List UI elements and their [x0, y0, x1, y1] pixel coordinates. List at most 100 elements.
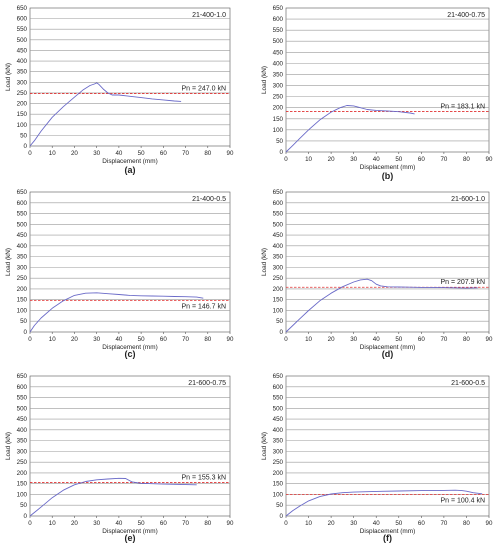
pn-label: Pn = 146.7 kN — [181, 303, 226, 310]
x-tick-label: 80 — [463, 156, 470, 163]
y-tick-label: 100 — [17, 491, 28, 498]
x-tick-label: 40 — [115, 336, 122, 343]
y-tick-label: 400 — [17, 243, 28, 250]
y-tick-label: 250 — [17, 459, 28, 466]
x-axis-title: Displacement (mm) — [360, 344, 415, 351]
y-tick-label: 500 — [17, 405, 28, 412]
y-tick-label: 150 — [17, 481, 28, 488]
specimen-id: 21-600-0.75 — [188, 380, 226, 387]
y-tick-label: 150 — [273, 481, 284, 488]
y-tick-label: 200 — [273, 470, 284, 477]
y-tick-label: 0 — [280, 513, 284, 520]
x-tick-label: 40 — [373, 520, 380, 527]
x-tick-label: 60 — [418, 156, 425, 163]
pn-label: Pn = 207.9 kN — [440, 279, 485, 286]
series-line-1 — [285, 105, 415, 153]
chart-panel-4: 0 50 100 150 200 250 300 350 400 450 500 550 600 650 0… — [261, 189, 493, 359]
x-tick-label: 50 — [395, 336, 402, 343]
x-tick-label: 70 — [440, 156, 447, 163]
x-axis-title: Displacement (mm) — [102, 528, 157, 535]
y-tick-label: 500 — [17, 37, 28, 44]
x-tick-label: 10 — [305, 156, 312, 163]
y-tick-label: 150 — [273, 297, 284, 304]
x-tick-label: 60 — [160, 336, 167, 343]
x-tick-label: 10 — [305, 520, 312, 527]
x-tick-label: 90 — [486, 156, 493, 163]
y-tick-label: 450 — [17, 232, 28, 239]
y-tick-label: 550 — [17, 395, 28, 402]
panel-caption: (a) — [125, 165, 136, 175]
y-axis-title: Load (kN) — [261, 248, 268, 276]
y-axis-title: Load (kN) — [261, 432, 268, 460]
x-tick-label: 40 — [373, 156, 380, 163]
plot-area — [29, 191, 231, 333]
pn-label: Pn = 100.4 kN — [440, 497, 485, 504]
x-tick-label: 90 — [486, 520, 493, 527]
y-tick-label: 200 — [17, 101, 28, 108]
x-tick-label: 90 — [486, 336, 493, 343]
x-tick-label: 10 — [49, 336, 56, 343]
x-tick-label: 10 — [49, 520, 56, 527]
x-tick-label: 90 — [227, 520, 234, 527]
x-tick-label: 20 — [328, 336, 335, 343]
x-tick-label: 70 — [182, 520, 189, 527]
plot-area — [285, 191, 490, 333]
y-tick-label: 100 — [17, 122, 28, 129]
specimen-id: 21-400-0.75 — [447, 12, 485, 19]
y-tick-label: 450 — [17, 47, 28, 54]
y-tick-label: 600 — [17, 16, 28, 23]
y-tick-label: 100 — [273, 491, 284, 498]
plot-area — [285, 7, 490, 153]
y-tick-label: 650 — [17, 373, 28, 380]
x-tick-label: 20 — [71, 520, 78, 527]
y-tick-label: 50 — [276, 138, 283, 145]
y-tick-label: 300 — [17, 448, 28, 455]
x-tick-label: 50 — [395, 156, 402, 163]
x-tick-label: 60 — [160, 150, 167, 157]
y-tick-label: 400 — [17, 427, 28, 434]
series-line-1 — [29, 292, 204, 333]
x-tick-label: 90 — [227, 150, 234, 157]
chart-panel-3: 0 50 100 150 200 250 300 350 400 450 500 550 600 650 0… — [5, 189, 234, 359]
y-tick-label: 0 — [24, 143, 28, 150]
y-tick-label: 300 — [17, 79, 28, 86]
y-tick-label: 100 — [273, 127, 284, 134]
x-tick-label: 70 — [182, 336, 189, 343]
y-tick-label: 600 — [273, 384, 284, 391]
y-axis-title: Load (kN) — [5, 248, 12, 276]
y-tick-label: 650 — [17, 5, 28, 12]
series-line-1 — [285, 489, 483, 517]
y-tick-label: 550 — [17, 26, 28, 33]
y-tick-label: 350 — [17, 438, 28, 445]
x-tick-label: 80 — [204, 150, 211, 157]
x-tick-label: 30 — [93, 150, 100, 157]
x-tick-label: 30 — [350, 336, 357, 343]
y-tick-label: 450 — [273, 416, 284, 423]
y-tick-label: 550 — [273, 211, 284, 218]
x-tick-label: 20 — [328, 156, 335, 163]
y-tick-label: 50 — [276, 318, 283, 325]
y-tick-label: 150 — [273, 116, 284, 123]
x-tick-label: 30 — [93, 520, 100, 527]
y-tick-label: 400 — [273, 427, 284, 434]
x-tick-label: 60 — [418, 336, 425, 343]
x-axis-title: Displacement (mm) — [102, 344, 157, 351]
plot-area — [29, 375, 231, 517]
chart-panel-5: 0 50 100 150 200 250 300 350 400 450 500 550 600 650 0… — [5, 373, 234, 543]
x-tick-label: 80 — [204, 336, 211, 343]
x-tick-label: 80 — [463, 336, 470, 343]
specimen-id: 21-600-1.0 — [451, 196, 485, 203]
x-tick-label: 0 — [284, 336, 288, 343]
x-tick-label: 30 — [350, 156, 357, 163]
y-tick-label: 100 — [17, 307, 28, 314]
y-tick-label: 300 — [273, 83, 284, 90]
chart-panel-1: 0 50 100 150 200 250 300 350 400 450 500 550 600 650 0… — [5, 5, 234, 175]
x-tick-label: 0 — [284, 156, 288, 163]
x-tick-label: 50 — [138, 150, 145, 157]
plot-area — [29, 7, 231, 147]
y-tick-label: 300 — [273, 264, 284, 271]
x-tick-label: 60 — [418, 520, 425, 527]
x-tick-label: 40 — [115, 520, 122, 527]
x-tick-label: 10 — [49, 150, 56, 157]
